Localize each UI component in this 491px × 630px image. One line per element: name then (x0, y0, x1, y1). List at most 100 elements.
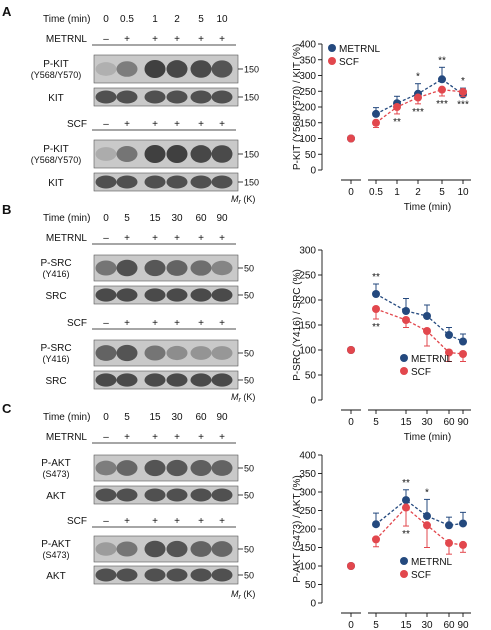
y-tick-label: 0 (310, 396, 316, 407)
blot-band (190, 260, 212, 276)
time-point-label: 15 (149, 412, 161, 423)
data-point (347, 134, 355, 143)
time-point-label: 60 (195, 412, 207, 423)
blot-band (95, 147, 117, 161)
chart-legend: METRNL SCF (400, 354, 453, 378)
y-tick-label: 50 (305, 580, 317, 591)
treatment-label: METRNL (46, 233, 88, 244)
x-tick-label: 5 (373, 417, 379, 428)
treatment-sign: – (103, 318, 109, 329)
blot-band (116, 90, 138, 104)
data-point (459, 87, 467, 96)
data-point (445, 521, 453, 530)
treatment-sign: + (174, 318, 180, 329)
treatment-sign: + (124, 233, 130, 244)
chart-legend: METRNL SCF (400, 557, 453, 581)
series-line (375, 499, 464, 526)
treatment-sign: + (219, 516, 225, 527)
panel-letter: C (2, 401, 12, 416)
treatment-sign: + (198, 318, 204, 329)
series-line (375, 89, 464, 124)
blot-band (211, 90, 233, 104)
legend-marker (400, 557, 408, 565)
series-scf: ** (347, 305, 467, 362)
molecular-weight-marker: 50 (244, 464, 254, 474)
western-blot-strip: AKT 50 (46, 485, 254, 505)
chart-c: 0501001502002503003504000515306090Time (… (292, 451, 471, 630)
data-point (445, 331, 453, 339)
time-axis-label: Time (min) (43, 213, 90, 224)
blot-band (166, 144, 188, 164)
blot-band (116, 344, 138, 362)
data-point (445, 539, 453, 548)
legend-marker (328, 44, 336, 52)
data-point (347, 346, 355, 354)
y-tick-label: 300 (299, 71, 316, 82)
blot-band (211, 346, 233, 360)
significance-marker: *** (457, 100, 469, 111)
legend-label: SCF (411, 367, 431, 378)
blot-band (144, 459, 166, 477)
western-blot-strip: KIT 150 (48, 87, 259, 107)
blot-band (116, 568, 138, 582)
data-point (438, 75, 446, 84)
time-point-label: 90 (216, 412, 228, 423)
x-tick-label: 0.5 (369, 187, 383, 198)
molecular-weight-marker: 50 (244, 491, 254, 501)
x-tick-label: 30 (421, 620, 433, 630)
significance-marker: *** (412, 107, 424, 118)
blot-band (166, 488, 188, 502)
blot-band (166, 175, 188, 189)
western-blot-strip: P-SRC(Y416) 50 (40, 339, 254, 367)
significance-marker: *** (436, 99, 448, 110)
legend-label: SCF (339, 57, 359, 68)
y-tick-label: 100 (299, 134, 316, 145)
y-tick-label: 350 (299, 469, 316, 480)
treatment-sign: + (152, 34, 158, 45)
blot-band (211, 175, 233, 189)
y-tick-label: 250 (299, 87, 316, 98)
x-tick-label: 0 (348, 417, 354, 428)
x-tick-label: 90 (457, 620, 469, 630)
data-point (372, 109, 380, 118)
treatment-sign: – (103, 432, 109, 443)
treatment-sign: – (103, 119, 109, 130)
chart-b: 0 50 100 150 200 250 300 0 5 15 30 60 90 Time (min) P-… (292, 246, 471, 443)
treatment-sign: + (198, 516, 204, 527)
data-point (402, 316, 410, 324)
y-tick-label: 250 (299, 271, 316, 282)
blot-band (211, 260, 233, 276)
x-tick-label: 30 (421, 417, 433, 428)
western-blot-strip: AKT 50 (46, 565, 254, 585)
blot-band (166, 540, 188, 558)
legend-marker (400, 354, 408, 362)
significance-marker: ** (402, 478, 410, 489)
treatment-label: SCF (67, 318, 87, 329)
molecular-weight-marker: 50 (244, 291, 254, 301)
y-tick-label: 150 (299, 543, 316, 554)
y-tick-label: 400 (299, 451, 316, 462)
data-point (414, 93, 422, 102)
western-blot-strip: P-AKT(S473) 50 (41, 535, 254, 563)
blot-block-metrnl: METRNL – + + + + + P-SRC(Y416) 50 SRC 50 (40, 233, 254, 305)
treatment-sign: + (152, 516, 158, 527)
blot-band (211, 373, 233, 387)
blot-band (190, 60, 212, 78)
data-point (372, 520, 380, 529)
y-tick-label: 0 (310, 166, 316, 177)
blot-band (144, 288, 166, 302)
significance-marker: ** (438, 55, 446, 66)
blot-band (166, 345, 188, 361)
blot-band (211, 460, 233, 476)
data-point (372, 305, 380, 313)
data-point (372, 535, 380, 544)
y-tick-label: 300 (299, 246, 316, 257)
x-tick-label: 2 (415, 187, 421, 198)
time-point-label: 15 (149, 213, 161, 224)
panel-letter: A (2, 4, 12, 19)
blot-band (116, 541, 138, 557)
blot-band (116, 373, 138, 387)
treatment-label: METRNL (46, 432, 88, 443)
blot-band (95, 542, 117, 556)
